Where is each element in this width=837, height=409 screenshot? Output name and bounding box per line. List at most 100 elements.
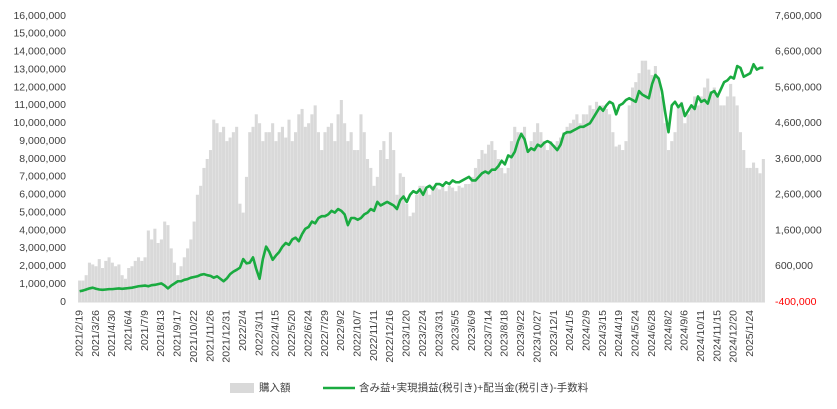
x-tick-label: 2022/5/20 — [286, 310, 298, 357]
bar — [545, 150, 549, 302]
y2-tick-label: -400,000 — [775, 296, 817, 308]
bar — [601, 105, 605, 302]
bar — [156, 243, 160, 302]
bar — [179, 266, 183, 302]
bar — [418, 185, 422, 302]
bar — [735, 105, 739, 302]
bar — [503, 173, 507, 302]
x-tick-label: 2024/1/5 — [564, 310, 576, 351]
bar — [271, 123, 275, 302]
x-tick-label: 2023/5/5 — [450, 310, 462, 351]
y-tick-label: 2,000,000 — [19, 260, 66, 272]
legend-label: 購入額 — [259, 381, 291, 394]
bar — [114, 266, 118, 302]
bar — [130, 266, 134, 302]
y-tick-label: 7,000,000 — [19, 171, 66, 183]
bar — [241, 212, 245, 302]
bar — [663, 123, 667, 302]
bar — [352, 150, 356, 302]
y-tick-label: 13,000,000 — [13, 63, 66, 75]
bar — [464, 184, 468, 302]
x-tick-label: 2023/1/20 — [401, 310, 413, 357]
bar — [575, 114, 579, 302]
bar — [303, 126, 307, 302]
bar — [591, 108, 595, 302]
y2-tick-label: 4,600,000 — [775, 117, 822, 129]
bar — [375, 176, 379, 302]
bar — [228, 137, 232, 302]
bar — [398, 173, 402, 302]
bar — [294, 132, 298, 302]
bar — [140, 260, 144, 302]
x-tick-label: 2024/11/15 — [711, 310, 723, 362]
bar — [415, 194, 419, 302]
bar — [94, 266, 98, 302]
bar — [529, 141, 533, 302]
x-tick-label: 2021/4/30 — [106, 310, 118, 357]
bar — [526, 150, 530, 302]
bar — [87, 262, 91, 302]
x-tick-label: 2024/2/9 — [580, 310, 592, 351]
bar — [738, 132, 743, 302]
bar — [719, 105, 723, 302]
bar — [163, 221, 167, 302]
bar — [630, 87, 635, 302]
y-tick-label: 3,000,000 — [19, 242, 66, 254]
bar — [297, 114, 301, 302]
x-tick-label: 2022/10/7 — [351, 310, 363, 357]
bar — [500, 167, 504, 302]
bar — [267, 132, 271, 302]
bar — [189, 239, 193, 302]
bar — [604, 108, 608, 302]
bar — [683, 123, 687, 302]
bar — [696, 105, 700, 302]
y2-tick-label: 1,600,000 — [775, 224, 822, 236]
bar — [287, 119, 291, 302]
bar — [467, 184, 471, 302]
bar — [333, 141, 337, 302]
bar — [513, 126, 517, 302]
bar — [153, 228, 157, 302]
x-tick-label: 2025/1/24 — [744, 310, 756, 357]
bar — [277, 132, 281, 302]
bar — [146, 230, 150, 302]
x-tick-label: 2023/10/27 — [531, 310, 543, 363]
x-tick-label: 2022/12/16 — [384, 310, 396, 363]
bar — [199, 185, 203, 302]
bar — [447, 185, 451, 302]
bar — [117, 264, 121, 302]
bar — [451, 187, 455, 302]
x-tick-label: 2024/12/20 — [728, 310, 740, 363]
bar — [549, 141, 553, 302]
bar — [477, 159, 481, 302]
x-tick-label: 2024/8/2 — [662, 310, 674, 351]
bar — [362, 132, 366, 302]
x-tick-label: 2023/12/1 — [548, 310, 560, 357]
line — [79, 62, 764, 293]
bar — [761, 159, 765, 302]
bar — [676, 105, 680, 302]
bar — [104, 260, 108, 302]
x-tick-label: 2021/7/9 — [139, 310, 151, 351]
x-tick-label: 2021/3/26 — [90, 310, 102, 357]
bar — [758, 173, 762, 302]
x-tick-label: 2021/10/22 — [188, 310, 200, 363]
x-tick-label: 2021/9/17 — [172, 310, 184, 357]
y2-tick-label: 600,000 — [775, 260, 813, 272]
y-tick-label: 0 — [60, 296, 66, 308]
bar — [634, 82, 638, 302]
bar — [729, 83, 733, 302]
bar — [369, 167, 373, 302]
bar — [244, 176, 249, 302]
x-tick-label: 2023/8/18 — [499, 310, 511, 357]
bar — [405, 203, 409, 302]
bar — [222, 126, 226, 302]
bar — [506, 167, 510, 302]
bar — [536, 123, 540, 302]
bar — [699, 96, 703, 302]
bar — [487, 144, 491, 302]
y-tick-label: 6,000,000 — [19, 189, 66, 201]
bar — [320, 150, 324, 302]
bar — [444, 191, 448, 302]
